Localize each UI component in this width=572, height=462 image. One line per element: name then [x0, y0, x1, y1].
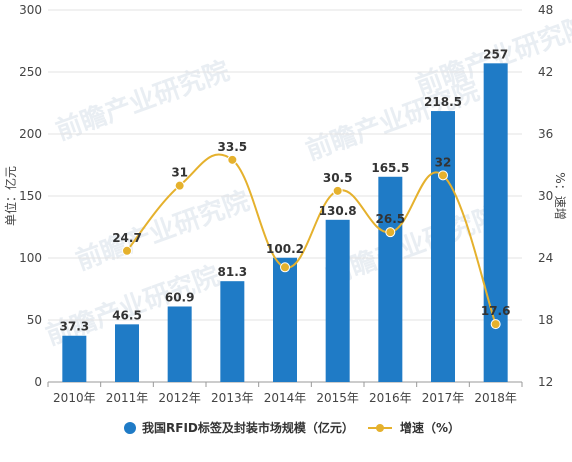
- axes: 0 50 100 150 200 250 300 12 18 24 30 36 42 48 2010年 201…: [3, 3, 567, 405]
- watermark-text: 前瞻产业研究院: [72, 185, 254, 276]
- growth-point: [385, 227, 396, 238]
- x-tick-label: 2011年: [106, 391, 149, 405]
- y-right-axis-title: %：速增: [553, 172, 567, 219]
- bar: [62, 335, 87, 382]
- bar-value-label: 60.9: [165, 290, 195, 304]
- legend-line-label: 增速（%）: [400, 420, 460, 435]
- bar-value-label: 46.5: [112, 308, 142, 322]
- y-right-tick-label: 30: [538, 189, 553, 203]
- growth-value-label: 26.5: [376, 212, 406, 226]
- x-tick-label: 2014年: [264, 391, 307, 405]
- legend: 我国RFID标签及封装市场规模（亿元） 增速（%）: [124, 420, 460, 435]
- bar-value-label: 257: [483, 47, 508, 61]
- y-left-axis-title: 单位：亿元: [3, 166, 18, 226]
- bar: [378, 176, 403, 382]
- watermark-text: 前瞻产业研究院: [52, 55, 234, 146]
- growth-point: [280, 262, 290, 273]
- bar-value-label: 37.3: [60, 320, 90, 334]
- y-left-tick-label: 100: [19, 251, 42, 265]
- x-tick-label: 2015年: [316, 391, 359, 405]
- growth-value-label: 33.5: [218, 140, 248, 154]
- x-tick-label: 2016年: [369, 391, 412, 405]
- growth-value-label: 31: [171, 166, 188, 180]
- growth-point: [122, 245, 132, 256]
- y-left-tick-label: 250: [19, 65, 42, 79]
- bar: [325, 219, 350, 382]
- y-right-tick-label: 18: [538, 313, 553, 327]
- y-left-tick-label: 50: [27, 313, 42, 327]
- legend-bar-label: 我国RFID标签及封装市场规模（亿元）: [142, 420, 354, 435]
- bar-value-label: 218.5: [424, 95, 462, 109]
- bar-value-label: 81.3: [218, 265, 248, 279]
- bar-value-label: 165.5: [371, 161, 409, 175]
- y-right-tick-label: 42: [538, 65, 553, 79]
- y-left-tick-label: 200: [19, 127, 42, 141]
- x-tick-label: 2017年: [422, 391, 465, 405]
- y-right-tick-label: 24: [538, 251, 553, 265]
- growth-line: [122, 153, 501, 330]
- y-right-tick-label: 36: [538, 127, 553, 141]
- bar: [220, 281, 245, 382]
- growth-value-label: 30.5: [323, 171, 353, 185]
- y-right-tick-label: 12: [538, 375, 553, 389]
- bar: [273, 257, 297, 382]
- legend-bar-marker: [124, 422, 136, 434]
- bar-value-label: 100.2: [266, 242, 304, 256]
- x-tick-label: 2010年: [53, 391, 96, 405]
- y-right-tick-label: 48: [538, 3, 553, 17]
- growth-value-label: 24.7: [112, 231, 142, 245]
- y-left-tick-label: 300: [19, 3, 42, 17]
- x-tick-label: 2013年: [211, 391, 254, 405]
- growth-point: [438, 170, 448, 181]
- data-labels: 37.3 46.5 60.9 81.3 100.2 130.8 165.5 218.5 257 2…: [60, 47, 511, 333]
- x-tick-label: 2018年: [474, 391, 517, 405]
- y-left-tick-label: 0: [34, 375, 42, 389]
- growth-point: [332, 185, 343, 196]
- growth-value-label: 17.6: [481, 304, 511, 318]
- y-left-tick-label: 150: [19, 189, 42, 203]
- bar-value-label: 130.8: [319, 204, 357, 218]
- growth-point: [490, 319, 501, 330]
- growth-point: [174, 180, 185, 191]
- growth-value-label: 32: [435, 155, 452, 169]
- x-tick-label: 2012年: [158, 391, 201, 405]
- bar: [115, 324, 139, 382]
- bar: [431, 111, 455, 382]
- bar: [167, 306, 192, 382]
- growth-point: [227, 154, 238, 165]
- bar: [483, 63, 508, 382]
- legend-line-dot: [376, 424, 384, 432]
